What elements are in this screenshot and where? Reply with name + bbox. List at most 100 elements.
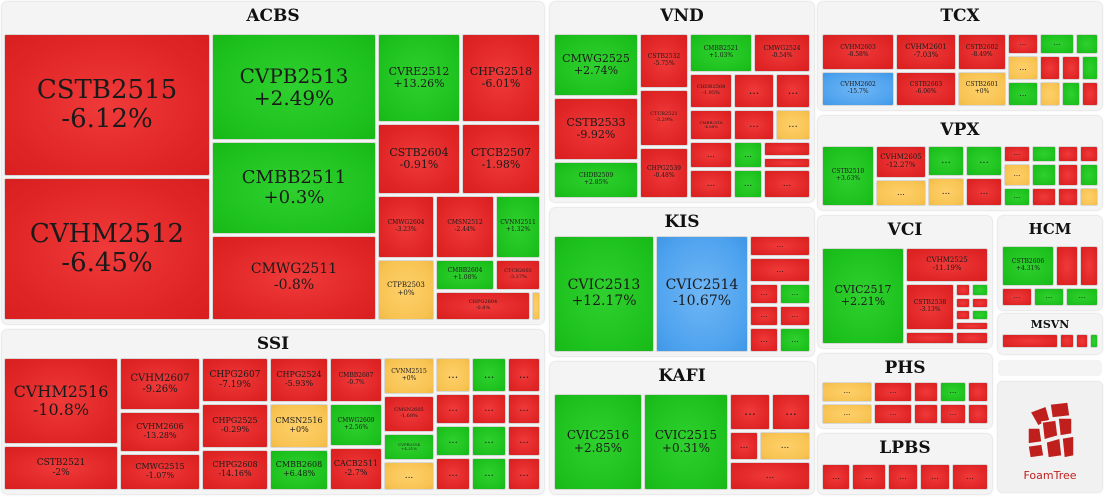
cell-collapsed[interactable]: ...: [508, 358, 540, 392]
cell-chpg2604[interactable]: CHPG2604 -0.8%: [436, 292, 530, 320]
cell-collapsed[interactable]: [1032, 164, 1056, 186]
cell-collapsed[interactable]: ...: [1008, 34, 1038, 54]
cell-collapsed[interactable]: ...: [888, 464, 918, 490]
cell-collapsed[interactable]: ...: [1004, 164, 1030, 186]
cell-collapsed[interactable]: ...: [690, 170, 732, 198]
cell-collapsed[interactable]: ...: [750, 328, 778, 352]
cell-collapsed[interactable]: [1062, 82, 1080, 106]
cell-cmbb2511[interactable]: CMBB2511 +0.3%: [212, 142, 376, 234]
cell-collapsed[interactable]: ...: [822, 382, 872, 402]
cell-collapsed[interactable]: ...: [822, 464, 850, 490]
cell-cmwg2609[interactable]: CMWG2609 +2.56%: [330, 404, 382, 446]
cell-collapsed[interactable]: ...: [1008, 82, 1038, 106]
cell-cstb2606[interactable]: CSTB2606 +4.31%: [1002, 246, 1054, 286]
cell-collapsed[interactable]: [1058, 146, 1078, 162]
cell-collapsed[interactable]: ...: [508, 426, 540, 456]
cell-collapsed[interactable]: ...: [750, 258, 810, 282]
cell-cmbb2604[interactable]: CMBB2604 +1.08%: [436, 260, 494, 290]
cell-collapsed[interactable]: ...: [966, 146, 1002, 176]
cell-collapsed[interactable]: [972, 310, 988, 320]
cell-collapsed[interactable]: [1002, 334, 1058, 348]
cell-collapsed[interactable]: ...: [852, 464, 886, 490]
cell-collapsed[interactable]: [972, 284, 988, 296]
cell-cmsn2512[interactable]: CMSN2512 -2.44%: [436, 196, 494, 258]
cell-collapsed[interactable]: [1062, 56, 1080, 80]
cell-collapsed[interactable]: ...: [436, 358, 470, 392]
cell-collapsed[interactable]: ...: [928, 178, 964, 206]
cell-collapsed[interactable]: ...: [734, 170, 762, 198]
cell-cstb2510[interactable]: CSTB2510 +3.63%: [822, 146, 874, 206]
cell-collapsed[interactable]: ...: [780, 328, 810, 352]
cell-cvnm2515[interactable]: CVNM2515 +0%: [384, 358, 434, 394]
cell-collapsed[interactable]: ...: [874, 382, 912, 402]
cell-collapsed[interactable]: ...: [780, 306, 810, 326]
cell-collapsed[interactable]: [1082, 56, 1098, 80]
cell-collapsed[interactable]: ...: [776, 74, 810, 108]
cell-collapsed[interactable]: ...: [730, 432, 758, 460]
cell-chpg2518[interactable]: CHPG2518 -6.01%: [462, 34, 540, 122]
cell-collapsed[interactable]: ...: [1008, 56, 1038, 80]
cell-collapsed[interactable]: ...: [730, 394, 770, 430]
cell-collapsed[interactable]: [1058, 164, 1078, 186]
cell-cvhm2512[interactable]: CVHM2512 -6.45%: [4, 178, 210, 320]
cell-cstb2604[interactable]: CSTB2604 -0.91%: [378, 124, 460, 194]
cell-collapsed[interactable]: ...: [1002, 288, 1032, 306]
cell-collapsed[interactable]: ...: [734, 74, 774, 108]
cell-cmwg2604[interactable]: CMWG2604 -3.23%: [378, 196, 434, 258]
cell-cstb2601[interactable]: CSTB2601 +0%: [958, 72, 1006, 106]
cell-collapsed[interactable]: ...: [966, 178, 1002, 206]
cell-collapsed[interactable]: [1080, 146, 1098, 162]
cell-cmsn2605[interactable]: CMSN2605 -1.68%: [384, 396, 434, 432]
cell-cvic2515[interactable]: CVIC2515 +0.31%: [644, 394, 728, 490]
cell-collapsed[interactable]: [1080, 164, 1098, 186]
cell-cvhm2603[interactable]: CVHM2603 -8.58%: [822, 34, 894, 70]
cell-collapsed[interactable]: [1040, 56, 1060, 80]
cell-collapsed[interactable]: [956, 298, 970, 308]
cell-cmwg2525[interactable]: CMWG2525 +2.74%: [554, 34, 638, 96]
cell-cvhm2516[interactable]: CVHM2516 -10.8%: [4, 358, 118, 444]
cell-cmbb2608[interactable]: CMBB2608 +6.48%: [270, 450, 328, 490]
cell-collapsed[interactable]: [1032, 188, 1056, 206]
cell-chpg2607[interactable]: CHPG2607 -7.19%: [202, 358, 268, 402]
cell-collapsed[interactable]: ...: [384, 462, 434, 490]
cell-cmbb2607[interactable]: CMBB2607 -0.7%: [330, 358, 382, 402]
cell-collapsed[interactable]: ...: [472, 394, 506, 424]
cell-collapsed[interactable]: [1080, 246, 1098, 286]
cell-collapsed[interactable]: ...: [734, 142, 762, 168]
cell-cmbb2518[interactable]: CMBB2518 -4.88%: [690, 110, 732, 140]
cell-ctpb2503[interactable]: CTPB2503 +0%: [378, 260, 434, 320]
cell-collapsed[interactable]: ...: [760, 432, 810, 460]
cell-collapsed[interactable]: [1032, 146, 1056, 162]
cell-cvpb2513[interactable]: CVPB2513 +2.49%: [212, 34, 376, 140]
cell-collapsed[interactable]: ...: [1004, 188, 1030, 206]
cell-collapsed[interactable]: [1082, 82, 1098, 106]
cell-cstb2521[interactable]: CSTB2521 -2%: [4, 446, 118, 490]
cell-collapsed[interactable]: ...: [776, 110, 810, 140]
cell-collapsed[interactable]: [764, 142, 810, 156]
cell-collapsed[interactable]: ...: [436, 458, 470, 490]
cell-cmbb2521[interactable]: CMBB2521 +1.03%: [690, 34, 752, 72]
cell-collapsed[interactable]: ...: [436, 394, 470, 424]
cell-collapsed[interactable]: ...: [952, 464, 988, 490]
cell-ctcb2603[interactable]: CTCB2603 -3.37%: [496, 260, 540, 290]
cell-collapsed[interactable]: [1090, 334, 1098, 348]
cell-collapsed[interactable]: ...: [750, 306, 778, 326]
cell-collapsed[interactable]: ...: [508, 458, 540, 490]
cell-collapsed[interactable]: [1076, 334, 1088, 348]
cell-cstb2533[interactable]: CSTB2533 -9.92%: [554, 98, 638, 160]
cell-collapsed[interactable]: [1080, 188, 1098, 206]
cell-collapsed[interactable]: ...: [1040, 34, 1074, 54]
cell-collapsed[interactable]: [1060, 334, 1074, 348]
cell-cvhm2602[interactable]: CVHM2602 -15.7%: [822, 72, 894, 106]
cell-collapsed[interactable]: ...: [508, 394, 540, 424]
cell-cacb2511[interactable]: CACB2511 -2.7%: [330, 448, 382, 490]
cell-cvhm2601[interactable]: CVHM2601 -7.03%: [896, 34, 956, 70]
cell-collapsed[interactable]: [1056, 246, 1078, 286]
cell-collapsed[interactable]: [956, 332, 988, 344]
cell-collapsed[interactable]: [968, 382, 988, 402]
cell-collapsed[interactable]: ...: [920, 464, 950, 490]
cell-cvre2512[interactable]: CVRE2512 +13.26%: [378, 34, 460, 122]
cell-collapsed[interactable]: ...: [940, 382, 966, 402]
cell-collapsed[interactable]: ...: [780, 284, 810, 304]
cell-collapsed[interactable]: ...: [772, 394, 810, 430]
